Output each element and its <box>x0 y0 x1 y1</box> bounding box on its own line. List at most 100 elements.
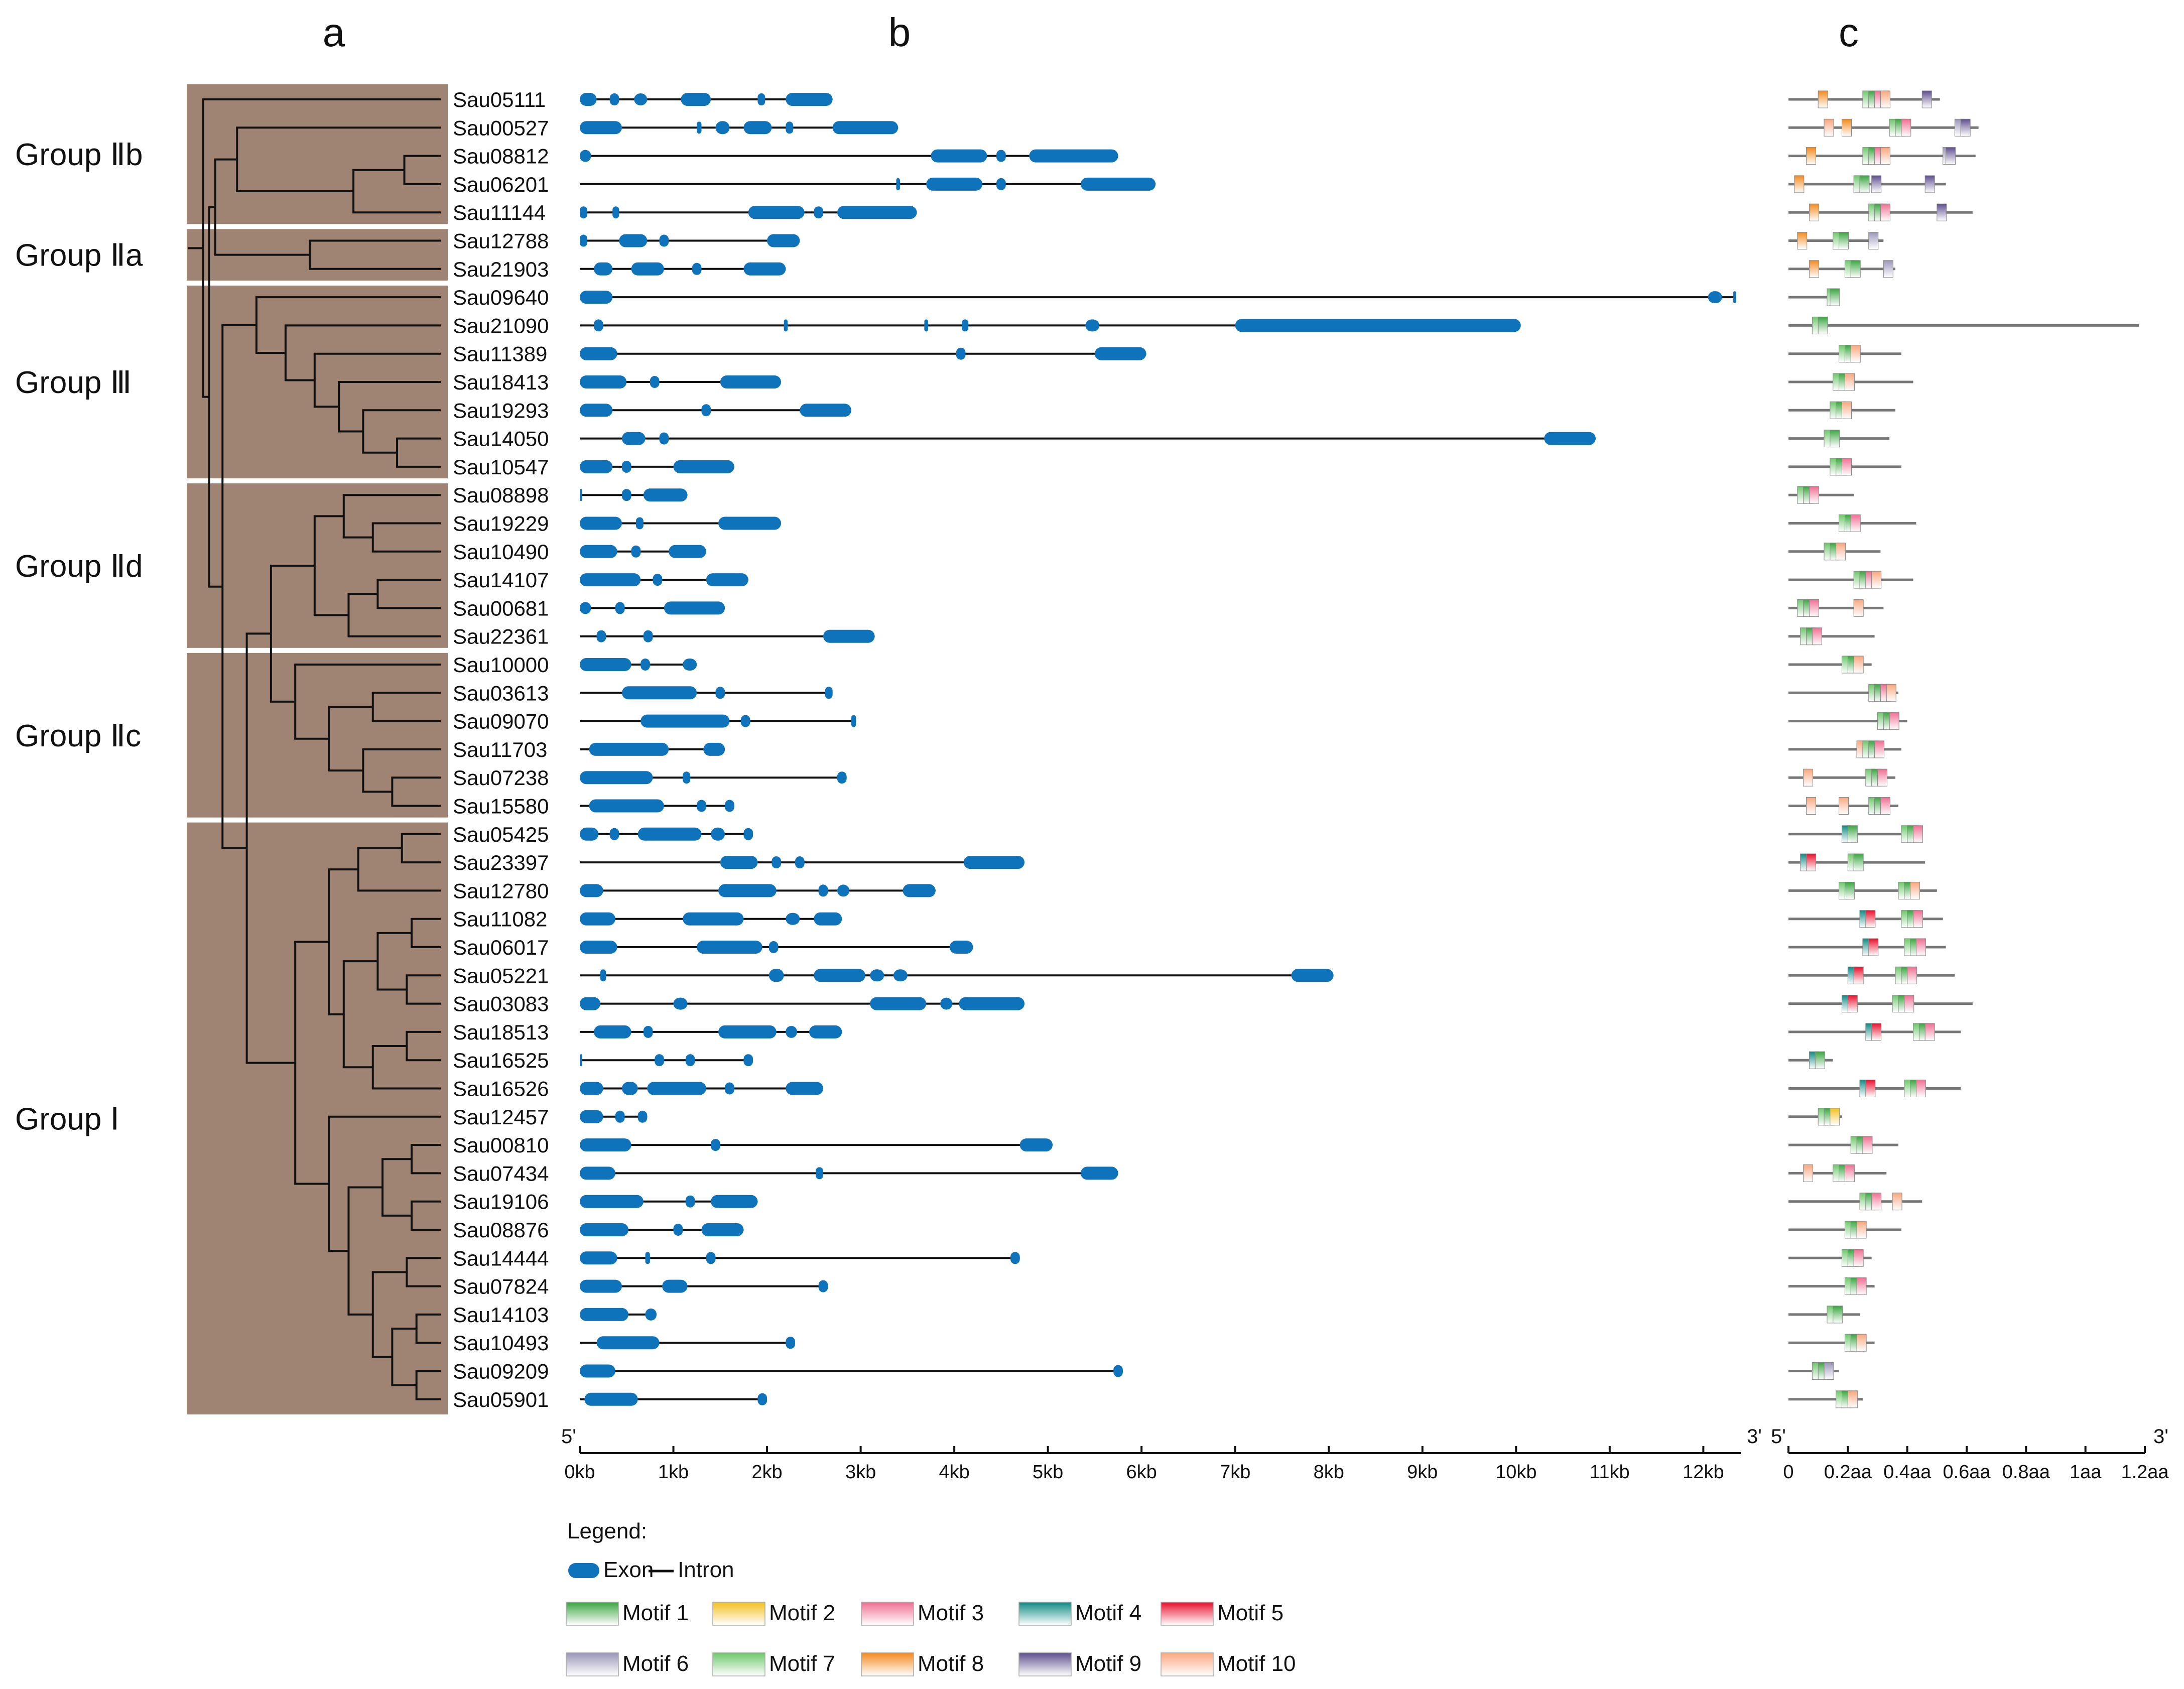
exon-block <box>809 1025 842 1038</box>
motif-box <box>1886 684 1896 702</box>
legend-motif-label: Motif 3 <box>918 1601 984 1625</box>
exon-block <box>715 687 725 699</box>
exon-block <box>940 997 953 1010</box>
gene-name: Sau11144 <box>453 201 546 224</box>
motif-box <box>1910 881 1920 899</box>
exon-block <box>996 178 1006 190</box>
gene-name: Sau05221 <box>453 964 549 987</box>
motif-box <box>1806 147 1816 165</box>
exon-block <box>631 262 664 276</box>
legend-motif-swatch <box>861 1602 914 1626</box>
gene-name: Sau06017 <box>453 936 549 959</box>
motif-box <box>1921 90 1932 108</box>
gene-name: Sau00527 <box>453 116 549 140</box>
gene-name: Sau14107 <box>453 568 549 592</box>
exon-block <box>621 432 646 445</box>
motif-box <box>1842 401 1852 419</box>
gene-name: Sau00810 <box>453 1133 549 1157</box>
motif-box <box>1853 599 1864 617</box>
exon-block <box>718 884 777 897</box>
exon-block <box>1235 319 1521 332</box>
legend-motif-label: Motif 5 <box>1217 1601 1283 1625</box>
exon-block <box>692 263 702 275</box>
exon-block <box>926 177 983 191</box>
motif-box <box>1815 1051 1825 1069</box>
gene-name: Sau14103 <box>453 1303 549 1327</box>
gene-name: Sau19106 <box>453 1190 549 1214</box>
exon-block <box>1085 319 1100 332</box>
gene-name: Sau23397 <box>453 851 549 874</box>
motif-box <box>1859 175 1870 193</box>
group-label: Group Ⅲ <box>15 365 132 400</box>
axis-tick-label: 0kb <box>564 1462 595 1483</box>
motif-box <box>1809 203 1819 221</box>
axis-tick-label: 10kb <box>1495 1462 1536 1483</box>
exon-block <box>584 1392 638 1406</box>
motif-box <box>1839 797 1849 815</box>
exon-block <box>580 912 615 926</box>
exon-block <box>768 941 779 953</box>
exon-block <box>621 1082 638 1095</box>
gene-name: Sau08898 <box>453 483 549 507</box>
motif-box <box>1880 90 1890 108</box>
legend-exon-swatch <box>568 1563 599 1578</box>
gene-names: Sau05111 Sau00527 Sau08812 Sau06201 Sau11144… <box>453 88 549 1411</box>
motif-box <box>1865 1080 1876 1097</box>
axis-tick-label: 11kb <box>1590 1462 1630 1483</box>
exon-block <box>1708 291 1722 304</box>
legend-motif-swatch <box>566 1602 619 1626</box>
exon-block <box>1080 177 1156 191</box>
exon-block <box>725 800 734 812</box>
exon-block <box>743 828 753 840</box>
motif-box <box>1874 740 1885 758</box>
exon-block <box>655 1054 664 1067</box>
exon-block <box>743 121 772 135</box>
gene-name: Sau05901 <box>453 1388 549 1411</box>
exon-block <box>589 799 664 813</box>
exon-block <box>609 93 619 105</box>
group-label: Group Ⅱc <box>15 719 141 753</box>
exon-block <box>580 206 587 219</box>
gene-name: Sau09209 <box>453 1360 549 1383</box>
legend-motif-swatch <box>712 1652 765 1676</box>
motif-box <box>1868 232 1879 249</box>
exon-block <box>615 1110 625 1123</box>
motif-box <box>1913 910 1923 928</box>
motif-box <box>1865 910 1876 928</box>
motif-box <box>1830 1108 1840 1126</box>
exon-block <box>1080 1166 1118 1180</box>
exon-block <box>814 969 865 982</box>
exon-block <box>580 1138 631 1152</box>
exon-block <box>596 1336 660 1350</box>
group-label: Group Ⅱa <box>15 238 143 273</box>
motif-box <box>1880 203 1890 221</box>
legend-motif-label: Motif 7 <box>769 1651 835 1676</box>
motif-box <box>1809 486 1819 504</box>
gene-name: Sau11389 <box>453 342 547 366</box>
motif-box <box>1856 1221 1867 1239</box>
gene-name: Sau09640 <box>453 286 549 309</box>
motif-box <box>1915 1080 1926 1097</box>
axis-tick-label: 8kb <box>1314 1462 1344 1483</box>
motif-box <box>1806 797 1816 815</box>
exon-block <box>659 234 669 247</box>
motif-box <box>1847 995 1858 1013</box>
motif-box <box>1794 175 1805 193</box>
exon-block <box>593 319 603 332</box>
exon-block <box>748 206 805 219</box>
exon-block <box>962 319 969 332</box>
exon-block <box>600 969 606 982</box>
gene-name: Sau07824 <box>453 1275 549 1298</box>
exon-block <box>823 629 875 643</box>
legend-exon-label: Exon <box>603 1557 654 1582</box>
exon-block <box>706 573 748 587</box>
exon-block <box>718 516 782 530</box>
motif-box <box>1797 232 1808 249</box>
exon-block <box>612 206 619 219</box>
motif-box <box>1836 543 1846 561</box>
exon-block <box>580 460 613 473</box>
exon-block <box>896 178 900 190</box>
protein-axis: 0 0.2aa 0.4aa 0.6aa 0.8aa 1aa 1.2aa 5' 3' <box>1771 1425 2169 1483</box>
exon-block <box>706 1252 716 1264</box>
exon-block <box>1010 1252 1020 1264</box>
